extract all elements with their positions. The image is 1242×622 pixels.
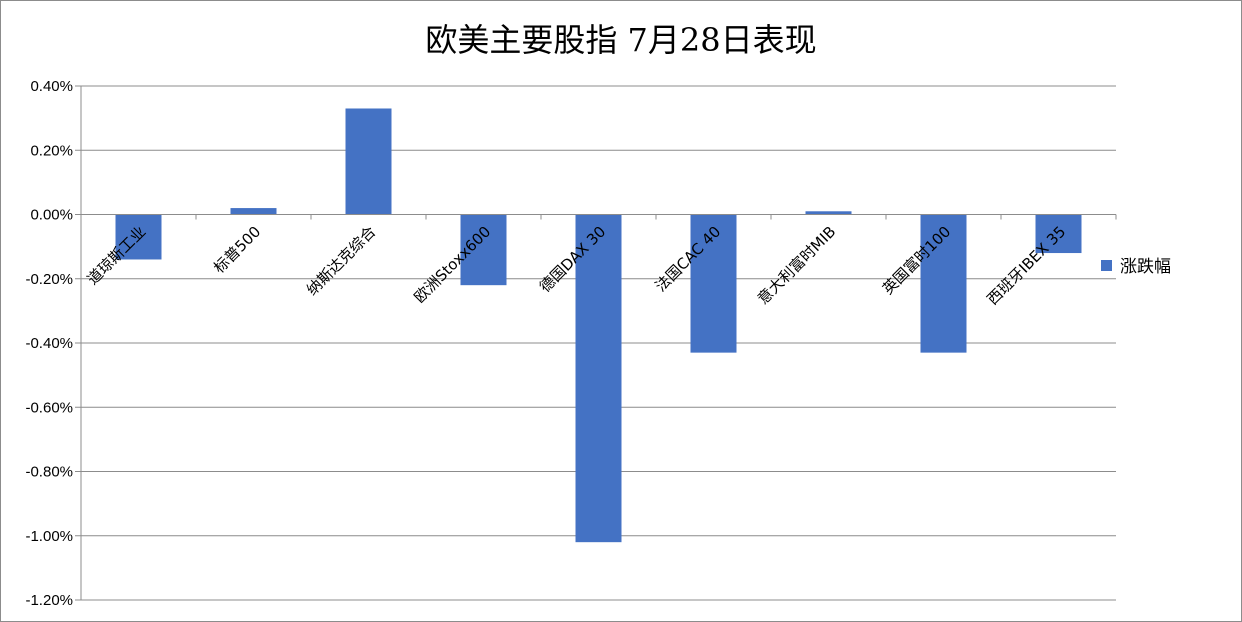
bar xyxy=(460,214,507,286)
bar xyxy=(690,214,737,353)
y-tick-label: -0.40% xyxy=(25,335,73,352)
category-label: 意大利富时MIB xyxy=(754,223,839,308)
bar xyxy=(1035,214,1082,254)
bar xyxy=(115,214,162,260)
bar xyxy=(920,214,967,353)
y-tick-label: -1.00% xyxy=(25,528,73,545)
y-tick-label: -1.20% xyxy=(25,592,73,609)
legend: 涨跌幅 xyxy=(1101,257,1171,277)
axes xyxy=(80,86,1117,600)
category-label: 标普500 xyxy=(210,223,264,277)
legend-label: 涨跌幅 xyxy=(1120,257,1171,277)
y-tick-label: -0.60% xyxy=(25,399,73,416)
y-tick-label: 0.40% xyxy=(30,78,73,95)
category-label: 纳斯达克综合 xyxy=(303,223,379,299)
bar xyxy=(345,108,392,215)
y-tick-label: -0.80% xyxy=(25,464,73,481)
chart-title: 欧美主要股指 7月28日表现 xyxy=(425,21,816,59)
bar xyxy=(805,211,852,215)
y-tick-label: 0.20% xyxy=(30,142,73,159)
y-tick-label: 0.00% xyxy=(30,207,73,224)
bar xyxy=(575,214,622,543)
y-tick-label: -0.20% xyxy=(25,271,73,288)
category-label: 西班牙IBEX 35 xyxy=(984,223,1070,309)
bars xyxy=(115,108,1082,543)
legend-swatch xyxy=(1101,260,1112,271)
bar xyxy=(230,208,277,215)
y-axis-ticks: 0.40% 0.20% 0.00% -0.20% -0.40% -0.60% -0.80% -… xyxy=(25,78,73,609)
